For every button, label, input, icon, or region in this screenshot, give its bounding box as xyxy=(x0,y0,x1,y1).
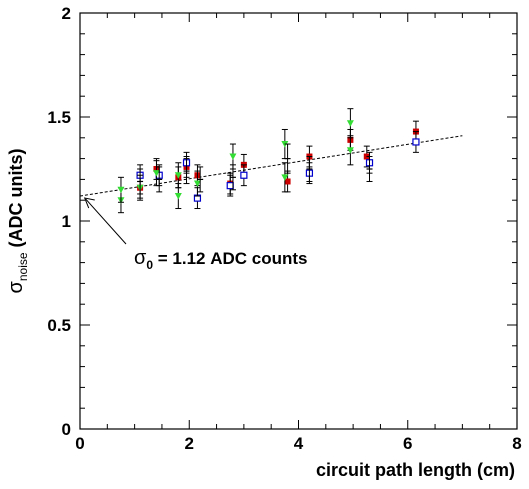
annotation-sub: 0 xyxy=(146,258,153,272)
marker-square-open xyxy=(240,171,248,179)
data-point-s2 xyxy=(117,176,125,203)
y-tick-label: 0 xyxy=(62,420,71,439)
y-tick-label: 0.5 xyxy=(47,316,71,335)
data-point-s3 xyxy=(197,166,204,193)
annotation-label: σ0 = 1.12 ADC counts xyxy=(134,247,308,272)
x-axis-title: circuit path length (cm) xyxy=(316,460,515,480)
data-point-s2 xyxy=(174,162,182,189)
marker-triangle xyxy=(346,120,354,127)
fit-line-group xyxy=(79,135,463,197)
data-point-s1 xyxy=(226,174,234,197)
y-axis-title-rest: (ADC units) xyxy=(6,148,26,252)
y-tick-label: 1 xyxy=(62,212,71,231)
marker-triangle xyxy=(346,147,354,154)
y-tick-label: 2 xyxy=(62,4,71,23)
data-point-s2 xyxy=(346,108,354,139)
data-point-s1 xyxy=(240,164,248,187)
data-point-s3 xyxy=(229,164,236,191)
data-point-s3 xyxy=(306,156,313,182)
y-axis-title-sub: noise xyxy=(16,252,30,281)
marker-triangle xyxy=(281,174,289,181)
marker-triangle xyxy=(229,153,237,161)
y-axis-title-main: σ xyxy=(5,281,27,294)
data-point-s3 xyxy=(183,158,190,185)
data-point-s1 xyxy=(412,131,420,153)
plot-frame xyxy=(79,12,518,430)
fit-line xyxy=(79,135,463,197)
marker-square-open xyxy=(226,182,234,190)
x-tick-label: 2 xyxy=(185,434,194,453)
x-tick-label: 6 xyxy=(403,434,412,453)
data-point-s2 xyxy=(281,162,289,193)
data-point-s0 xyxy=(284,170,291,193)
marker-triangle xyxy=(174,172,182,179)
axis-ticks xyxy=(79,12,518,430)
annotation-arrow-line xyxy=(85,198,127,245)
axis-tick-labels: 0 2 4 6 8 0 0.5 1 1.5 2 xyxy=(47,4,521,453)
data-point-s3 xyxy=(137,168,144,195)
data-point-s2 xyxy=(152,160,160,187)
x-tick-label: 0 xyxy=(75,434,84,453)
data-point-s3 xyxy=(366,156,373,182)
marker-square-open xyxy=(412,138,420,146)
data-point-s3 xyxy=(156,166,163,193)
annotation-main: σ xyxy=(134,247,147,269)
marker-triangle xyxy=(152,170,160,177)
data-point-s3 xyxy=(284,143,291,174)
x-tick-label: 8 xyxy=(512,434,521,453)
marker-triangle xyxy=(193,180,201,188)
y-tick-label: 1.5 xyxy=(47,108,71,127)
data-point-s2 xyxy=(346,135,354,166)
annotation-arrow-head xyxy=(83,197,95,209)
marker-square-filled xyxy=(284,178,291,185)
annotation: σ0 = 1.12 ADC counts xyxy=(83,197,308,272)
x-tick-label: 4 xyxy=(294,434,304,453)
marker-triangle xyxy=(174,193,182,200)
annotation-rest: = 1.12 ADC counts xyxy=(153,249,307,268)
y-axis-title: σnoise (ADC units) xyxy=(5,148,30,293)
marker-triangle xyxy=(117,186,125,194)
data-points xyxy=(117,108,420,214)
